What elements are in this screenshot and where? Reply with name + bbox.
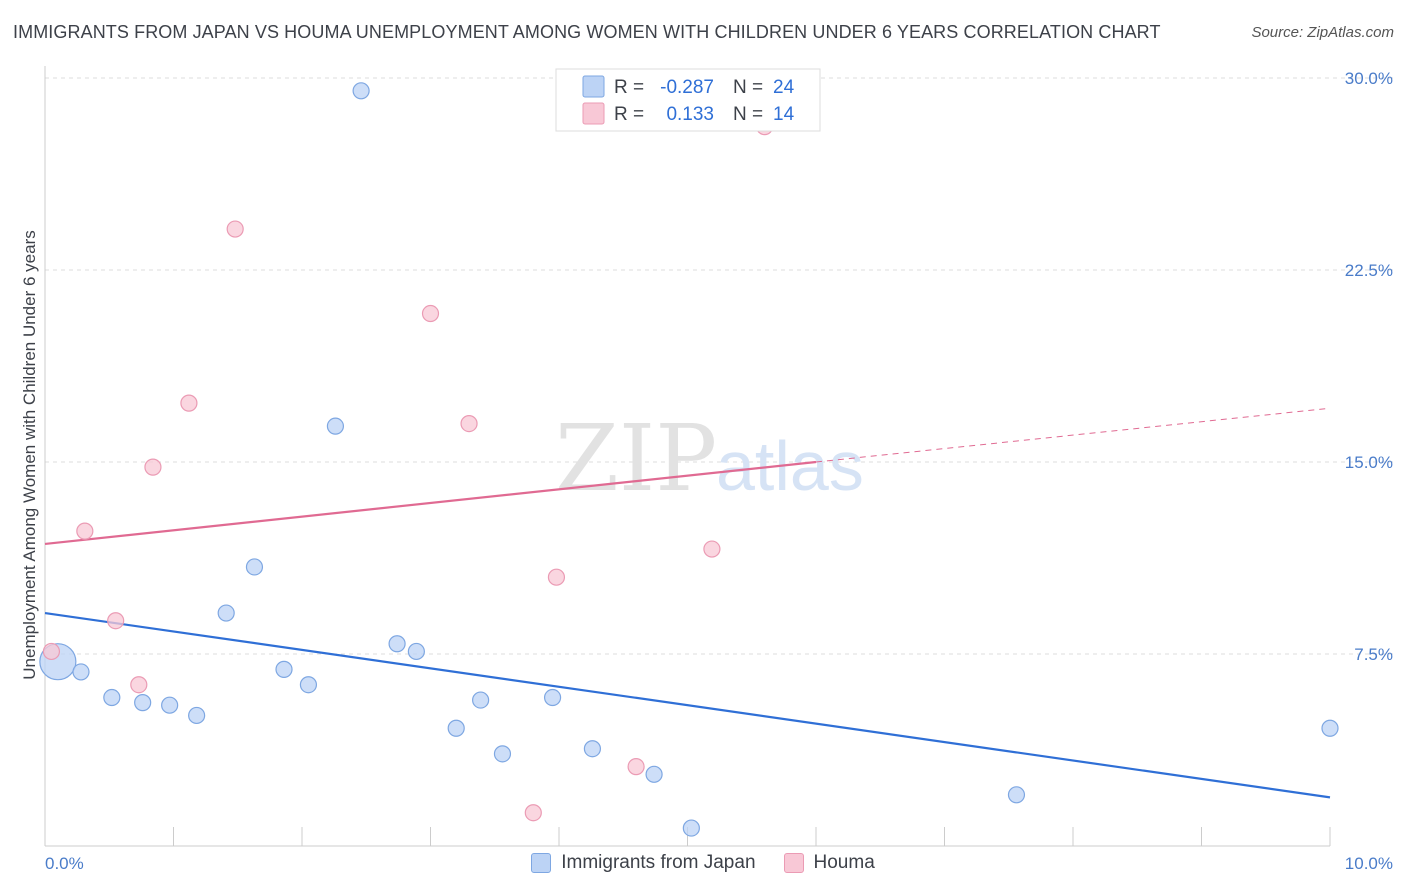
point-japan	[388, 635, 406, 653]
legend-r-label-houma: R =	[614, 104, 644, 125]
bottom-legend: Immigrants from Japan Houma	[0, 852, 1406, 874]
point-houma	[144, 458, 162, 476]
legend-item-japan[interactable]: Immigrants from Japan	[531, 852, 756, 874]
stats-legend: R = -0.287 N = 24 R = 0.133 N = 14	[555, 68, 821, 132]
chart-title: IMMIGRANTS FROM JAPAN VS HOUMA UNEMPLOYM…	[13, 22, 1161, 42]
point-japan	[161, 696, 179, 714]
point-houma	[180, 394, 198, 412]
point-japan	[275, 660, 293, 678]
point-houma	[107, 612, 125, 630]
point-japan	[493, 745, 512, 763]
point-houma	[547, 568, 566, 586]
y-tick-label: 7.5%	[1354, 645, 1393, 664]
legend-item-houma[interactable]: Houma	[783, 852, 875, 874]
point-houma	[460, 415, 478, 433]
point-japan	[103, 688, 121, 707]
point-houma	[42, 642, 61, 661]
y-tick-label: 30.0%	[1345, 69, 1393, 88]
legend-swatch-japan	[582, 75, 605, 98]
legend-swatch-houma	[582, 102, 605, 125]
point-japan	[217, 604, 235, 622]
point-japan	[72, 663, 90, 681]
point-japan	[1321, 719, 1339, 737]
point-japan	[352, 82, 370, 100]
point-japan	[245, 558, 264, 576]
legend-swatch-houma-bottom	[783, 853, 804, 873]
legend-r-value-japan: -0.287	[660, 77, 714, 98]
x-tick-label: 0.0%	[45, 854, 84, 873]
point-japan	[543, 688, 562, 707]
legend-swatch-japan-bottom	[531, 853, 552, 873]
legend-r-label-japan: R =	[614, 77, 644, 98]
point-houma	[226, 220, 244, 238]
x-tick-label: 10.0%	[1345, 854, 1393, 873]
point-houma	[703, 540, 721, 558]
point-houma	[524, 804, 542, 822]
y-tick-label: 22.5%	[1345, 261, 1393, 280]
point-houma	[130, 676, 148, 694]
point-japan	[1007, 786, 1026, 804]
grid-lines	[45, 77, 1393, 655]
legend-n-value-japan: 24	[773, 77, 795, 98]
trend-line-houma	[44, 460, 817, 546]
point-japan	[472, 691, 490, 709]
legend-label-japan: Immigrants from Japan	[561, 852, 756, 873]
trend-line-houma-extension	[815, 407, 1331, 463]
point-japan	[326, 417, 345, 435]
legend-r-value-houma: 0.133	[666, 104, 714, 125]
trend-line-japan	[44, 611, 1331, 799]
legend-n-label-houma: N =	[733, 104, 763, 125]
y-axis-title: Unemployment Among Women with Children U…	[20, 230, 39, 679]
point-japan	[682, 819, 700, 837]
point-japan	[188, 706, 206, 725]
watermark: ZIP atlas	[555, 405, 864, 512]
trend-lines	[44, 407, 1331, 799]
legend-n-value-houma: 14	[773, 104, 795, 125]
point-houma	[627, 758, 645, 776]
data-points	[39, 82, 1339, 837]
legend-label-houma: Houma	[813, 852, 875, 873]
point-japan	[447, 719, 465, 737]
point-houma	[421, 304, 440, 323]
point-japan	[134, 694, 152, 712]
tick-labels: 7.5% 15.0% 22.5% 30.0% 0.0% 10.0%	[45, 69, 1393, 873]
point-japan	[407, 642, 425, 661]
y-tick-label: 15.0%	[1345, 453, 1393, 472]
point-japan	[299, 676, 318, 694]
point-houma	[76, 522, 94, 540]
source-credit: Source: ZipAtlas.com	[1251, 24, 1394, 41]
watermark-atlas: atlas	[716, 427, 864, 505]
watermark-zip: ZIP	[555, 405, 717, 512]
point-japan	[645, 765, 663, 783]
point-japan	[583, 740, 602, 758]
legend-n-label-japan: N =	[733, 77, 763, 98]
